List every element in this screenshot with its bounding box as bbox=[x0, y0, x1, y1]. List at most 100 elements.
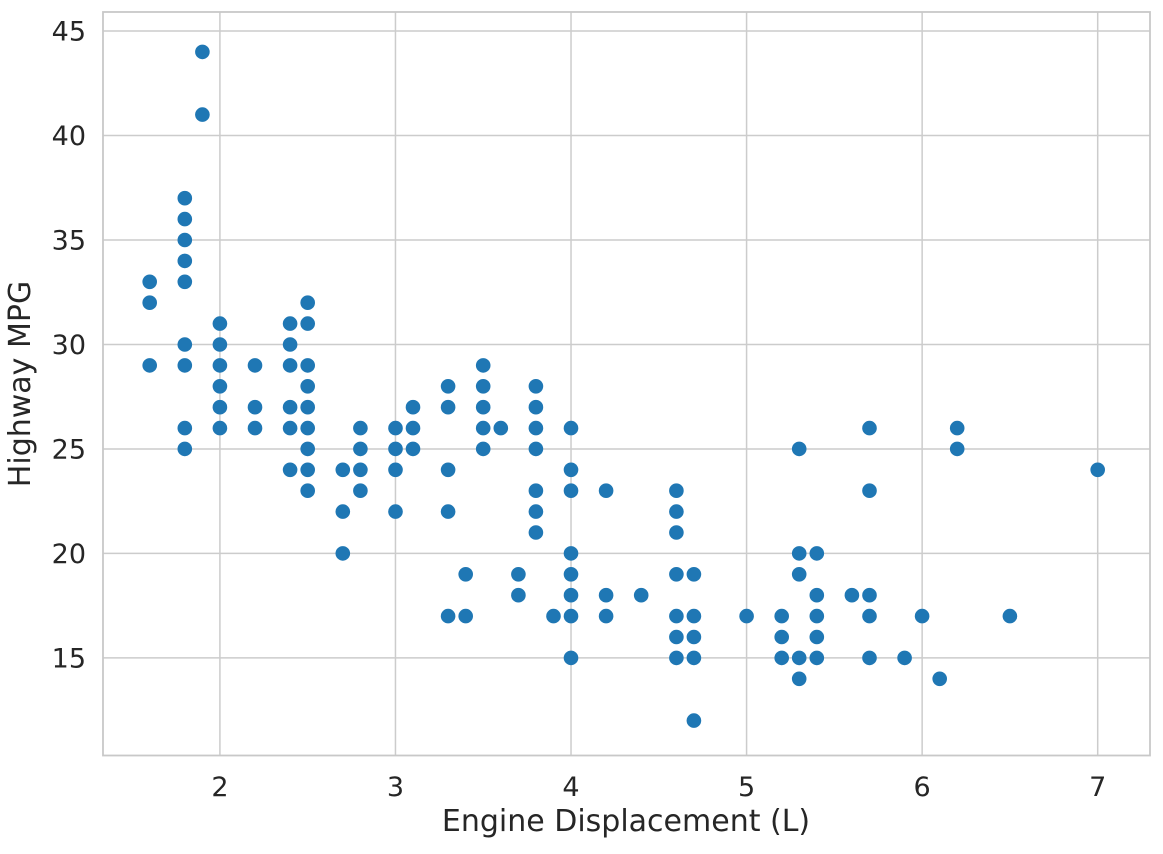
data-point bbox=[844, 587, 860, 603]
y-tick-label: 40 bbox=[52, 121, 86, 152]
data-point bbox=[669, 629, 684, 645]
data-point bbox=[949, 441, 965, 457]
data-point bbox=[440, 608, 456, 624]
data-point bbox=[177, 337, 193, 352]
data-point bbox=[212, 358, 228, 373]
data-point bbox=[142, 274, 157, 290]
data-point bbox=[212, 399, 228, 415]
data-point bbox=[686, 608, 702, 624]
y-tick-label: 45 bbox=[52, 17, 86, 48]
data-point bbox=[177, 211, 193, 227]
data-point bbox=[247, 420, 263, 436]
data-point bbox=[791, 671, 807, 687]
data-point bbox=[669, 504, 684, 519]
data-point bbox=[862, 420, 877, 436]
y-tick-labels: 15 20 25 30 35 40 45 bbox=[52, 17, 86, 675]
data-point bbox=[177, 253, 193, 269]
data-point bbox=[388, 504, 403, 519]
data-point bbox=[282, 337, 298, 352]
data-point bbox=[528, 420, 544, 436]
data-point bbox=[774, 608, 789, 624]
y-tick-label: 15 bbox=[52, 643, 86, 674]
data-point bbox=[511, 587, 526, 603]
data-point bbox=[809, 608, 825, 624]
data-point bbox=[862, 608, 877, 624]
data-point bbox=[774, 650, 789, 666]
data-point bbox=[335, 462, 351, 478]
data-point bbox=[791, 441, 807, 457]
data-point bbox=[300, 358, 316, 373]
data-point bbox=[511, 567, 526, 582]
data-point bbox=[440, 399, 456, 415]
data-points bbox=[142, 44, 1105, 728]
data-point bbox=[177, 274, 193, 290]
data-point bbox=[809, 587, 825, 603]
x-tick-label: 4 bbox=[562, 772, 579, 803]
data-point bbox=[598, 483, 614, 499]
data-point bbox=[388, 441, 403, 457]
data-point bbox=[282, 316, 298, 331]
data-point bbox=[300, 295, 316, 311]
data-point bbox=[475, 441, 491, 457]
data-point bbox=[300, 399, 316, 415]
data-point bbox=[563, 567, 579, 582]
data-point bbox=[440, 462, 456, 478]
data-point bbox=[353, 462, 368, 478]
data-point bbox=[177, 358, 193, 373]
data-point bbox=[388, 462, 403, 478]
x-axis-label: Engine Displacement (L) bbox=[442, 804, 810, 839]
x-tick-label: 6 bbox=[914, 772, 931, 803]
data-point bbox=[686, 629, 702, 645]
data-point bbox=[195, 107, 210, 122]
data-point bbox=[686, 567, 702, 582]
plot-border bbox=[102, 11, 1151, 757]
data-point bbox=[353, 441, 368, 457]
data-point bbox=[212, 316, 228, 331]
data-point bbox=[142, 295, 157, 311]
data-point bbox=[405, 420, 421, 436]
data-point bbox=[212, 379, 228, 394]
data-point bbox=[212, 337, 228, 352]
data-point bbox=[686, 713, 702, 728]
data-point bbox=[633, 587, 649, 603]
data-point bbox=[528, 483, 544, 499]
x-tick-label: 5 bbox=[738, 772, 755, 803]
data-point bbox=[177, 441, 193, 457]
data-point bbox=[563, 650, 579, 666]
y-axis-label: Highway MPG bbox=[3, 281, 38, 487]
data-point bbox=[142, 358, 157, 373]
grid-lines bbox=[103, 12, 1150, 756]
data-point bbox=[353, 483, 368, 499]
data-point bbox=[791, 546, 807, 561]
data-point bbox=[300, 462, 316, 478]
data-point bbox=[300, 441, 316, 457]
data-point bbox=[300, 379, 316, 394]
y-tick-label: 20 bbox=[52, 539, 86, 570]
data-point bbox=[528, 525, 544, 540]
data-point bbox=[598, 587, 614, 603]
data-point bbox=[669, 608, 684, 624]
data-point bbox=[212, 420, 228, 436]
data-point bbox=[282, 399, 298, 415]
data-point bbox=[862, 483, 877, 499]
data-point bbox=[195, 44, 210, 60]
data-point bbox=[949, 420, 965, 436]
data-point bbox=[546, 608, 561, 624]
data-point bbox=[563, 587, 579, 603]
data-point bbox=[388, 420, 403, 436]
x-tick-label: 7 bbox=[1089, 772, 1106, 803]
data-point bbox=[440, 379, 456, 394]
y-tick-label: 30 bbox=[52, 330, 86, 361]
data-point bbox=[353, 420, 368, 436]
data-point bbox=[809, 650, 825, 666]
x-tick-label: 2 bbox=[211, 772, 228, 803]
data-point bbox=[300, 483, 316, 499]
data-point bbox=[1002, 608, 1018, 624]
data-point bbox=[300, 420, 316, 436]
data-point bbox=[897, 650, 912, 666]
axes-spines bbox=[102, 11, 1151, 757]
data-point bbox=[528, 399, 544, 415]
data-point bbox=[563, 546, 579, 561]
